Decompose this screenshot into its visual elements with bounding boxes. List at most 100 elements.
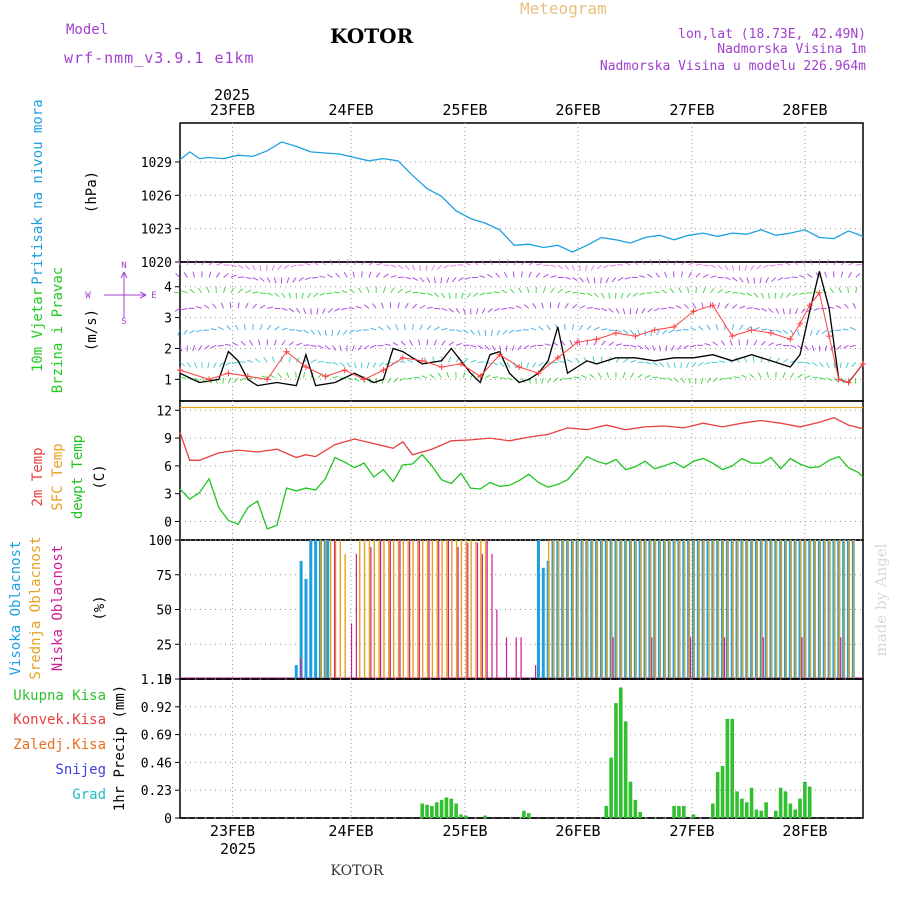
precip-bar: [483, 815, 487, 818]
wind-barb: [295, 356, 300, 363]
wind-barb: [243, 323, 246, 331]
wind-barb: [419, 324, 423, 331]
wind-barb: [630, 372, 635, 379]
cloud-ylabel-1: Visoka Oblacnost: [8, 541, 24, 676]
wind-ytick-label-1: 2: [164, 342, 172, 357]
wind-barb: [390, 287, 395, 294]
wind-barb: [775, 308, 780, 314]
cloud-panel: 0 25 50 75 100: [149, 534, 864, 688]
wind-barb: [579, 324, 583, 331]
wind-barb: [232, 342, 239, 346]
wind-barb: [201, 260, 206, 266]
wind-barb: [622, 329, 629, 335]
wind-barb: [470, 329, 475, 335]
wind-barb: [277, 372, 283, 379]
pressure-line: [179, 141, 864, 253]
wind-barb: [515, 305, 522, 309]
top-date-4: 27FEB: [669, 101, 714, 119]
wind-barb: [261, 375, 268, 379]
wind-barb: [521, 260, 527, 266]
wind-barb: [346, 377, 353, 381]
wind-barb: [833, 259, 838, 266]
wind-barb: [706, 377, 711, 384]
wind-barb: [361, 260, 366, 266]
wind-barb: [324, 345, 330, 350]
precip-bar: [715, 772, 720, 818]
wind-barb: [406, 377, 413, 380]
wind-barb: [688, 271, 692, 278]
wind-barb: [513, 259, 518, 266]
wind-barb: [382, 287, 386, 294]
wind-barb: [502, 329, 508, 335]
pressure-unit: (hPa): [84, 171, 100, 213]
wind-barb: [426, 325, 432, 331]
wind-barb: [372, 362, 377, 368]
wind-barb: [579, 305, 586, 309]
wind-barb: [652, 376, 659, 379]
wind-barb: [606, 371, 610, 378]
wind-barb: [303, 329, 309, 334]
precip-ytick-label-5: 1.15: [141, 673, 172, 688]
wind-barb: [777, 263, 784, 266]
wind-barb: [495, 272, 501, 278]
wind-barb: [310, 359, 317, 363]
precip-bar: [672, 805, 676, 818]
station-title: KOTOR: [330, 24, 414, 48]
wind-barb: [433, 277, 436, 284]
wind-barb: [768, 329, 775, 332]
wind-barb: [706, 324, 711, 331]
wind-barb: [472, 261, 479, 266]
wind-barb: [573, 376, 580, 379]
lonlat-label: lon,lat (18.73E, 42.49N): [678, 27, 866, 42]
wind-barb: [346, 362, 351, 368]
wind-barb: [397, 288, 403, 294]
wind-barb: [689, 344, 697, 348]
bottom-date-0: 23FEB: [210, 822, 255, 840]
wind-barb: [746, 307, 753, 309]
pressure-ylabel: Pritisak na nivou mora: [30, 99, 46, 284]
wind-barb: [608, 341, 615, 346]
wind-barb: [333, 291, 340, 294]
wind-barb: [259, 324, 263, 331]
wind-barb: [593, 326, 600, 331]
precip-bar: [609, 757, 613, 818]
model-label: Model: [66, 22, 108, 38]
wind-barb: [499, 377, 506, 379]
precip-ytick-label-1: 0.23: [141, 784, 172, 799]
wind-barb: [819, 362, 824, 368]
wind-barb: [372, 303, 377, 309]
wind-barb: [630, 359, 637, 363]
compass-e: E: [151, 291, 156, 301]
wind-barb: [768, 292, 770, 299]
wind-barb: [281, 307, 288, 311]
wind-barb: [617, 277, 624, 282]
wind-barb: [303, 371, 306, 378]
wind-barb: [448, 307, 454, 313]
wind-barb: [387, 377, 392, 384]
wind-barb: [489, 259, 493, 266]
wind-barb: [218, 362, 224, 367]
wind-barb: [207, 362, 210, 369]
wind-barb: [174, 307, 181, 312]
wind-gust-point: [651, 326, 658, 333]
cloud-ytick-label-2: 50: [156, 604, 172, 619]
wind-barb: [286, 277, 290, 284]
wind-barb: [753, 292, 759, 298]
temp-ytick-label-0: 0: [164, 515, 172, 530]
precip-bar: [803, 781, 807, 818]
precip-bar: [720, 766, 725, 818]
pressure-ytick-label-1: 1023: [141, 223, 172, 238]
wind-barb: [651, 345, 656, 352]
wind-barb: [637, 373, 643, 379]
wind-barb: [528, 261, 535, 266]
bottom-date-4: 27FEB: [669, 822, 714, 840]
wind-barb: [245, 276, 252, 280]
precip-bar: [744, 802, 749, 818]
wind-barb: [493, 291, 500, 294]
wind-barb: [335, 272, 341, 278]
wind-barb: [768, 307, 774, 313]
high-cloud-bar: [309, 540, 313, 679]
wind-barb: [183, 329, 188, 336]
wind-barb: [462, 371, 466, 378]
wind-barb: [487, 307, 493, 313]
